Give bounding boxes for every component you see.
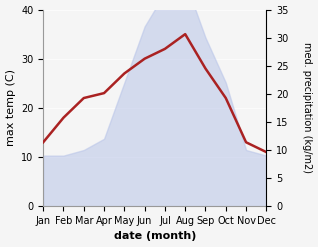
X-axis label: date (month): date (month) [114, 231, 196, 242]
Y-axis label: med. precipitation (kg/m2): med. precipitation (kg/m2) [302, 42, 313, 173]
Y-axis label: max temp (C): max temp (C) [5, 69, 16, 146]
